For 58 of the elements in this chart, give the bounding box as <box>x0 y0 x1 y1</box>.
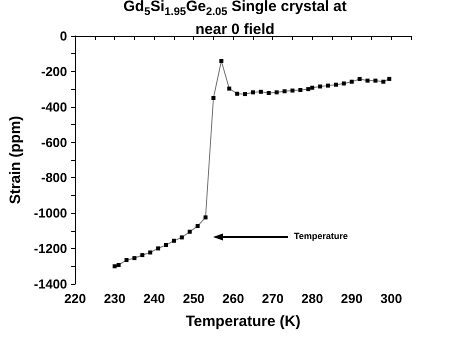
point <box>258 90 263 94</box>
x-tick-label: 270 <box>262 291 284 306</box>
point <box>204 215 208 220</box>
point <box>266 91 271 96</box>
y-tick-label: -200 <box>41 64 68 79</box>
point <box>318 84 322 88</box>
point <box>366 78 370 83</box>
x-tick-label: 240 <box>143 291 166 306</box>
point <box>116 263 121 268</box>
point <box>387 76 392 81</box>
y-tick-label: -800 <box>41 170 68 186</box>
y-tick-label: -400 <box>41 99 68 114</box>
x-tick-label: 260 <box>222 291 244 306</box>
point <box>219 58 224 63</box>
point <box>164 243 168 248</box>
point <box>358 77 362 82</box>
point <box>148 250 152 254</box>
x-tick-label: 230 <box>104 291 126 306</box>
point <box>334 82 338 87</box>
point <box>326 84 330 88</box>
point <box>156 246 160 250</box>
point <box>243 92 248 96</box>
point <box>282 89 287 94</box>
point <box>211 96 216 100</box>
point <box>306 87 310 92</box>
x-tick-label: 250 <box>182 291 205 306</box>
point <box>250 90 255 94</box>
x-tick-label: 220 <box>64 291 86 306</box>
point <box>172 238 176 243</box>
point <box>227 86 232 91</box>
point <box>290 88 294 93</box>
y-tick-label: -1000 <box>34 206 68 221</box>
y-tick-label: -1200 <box>34 241 68 256</box>
x-tick-label: 290 <box>340 291 363 306</box>
point <box>196 224 200 228</box>
y-tick-label: -1400 <box>34 276 68 292</box>
point <box>381 80 386 84</box>
point <box>180 235 184 240</box>
point <box>310 86 314 90</box>
y-axis-title: Strain (ppm) <box>7 116 24 204</box>
chart-title: Gd$_{5}$Si$_{1.95}$Ge$_{2.05}$ Single crystal at near 0 field <box>122 0 348 38</box>
point <box>188 230 192 234</box>
point <box>132 256 136 260</box>
x-tick-label: 300 <box>380 291 402 306</box>
point <box>373 78 378 83</box>
point <box>350 80 354 84</box>
point <box>140 253 144 258</box>
y-tick-label: -600 <box>41 134 68 150</box>
point <box>342 81 346 86</box>
point <box>124 258 129 262</box>
x-tick-label: 280 <box>301 291 324 306</box>
point <box>235 92 240 96</box>
annotation: Temperature <box>294 231 348 241</box>
point <box>298 88 302 92</box>
point <box>274 90 279 94</box>
x-axis-title: Temperature (K) <box>186 313 300 330</box>
y-tick-label: 0 <box>60 28 68 44</box>
point <box>112 264 117 268</box>
